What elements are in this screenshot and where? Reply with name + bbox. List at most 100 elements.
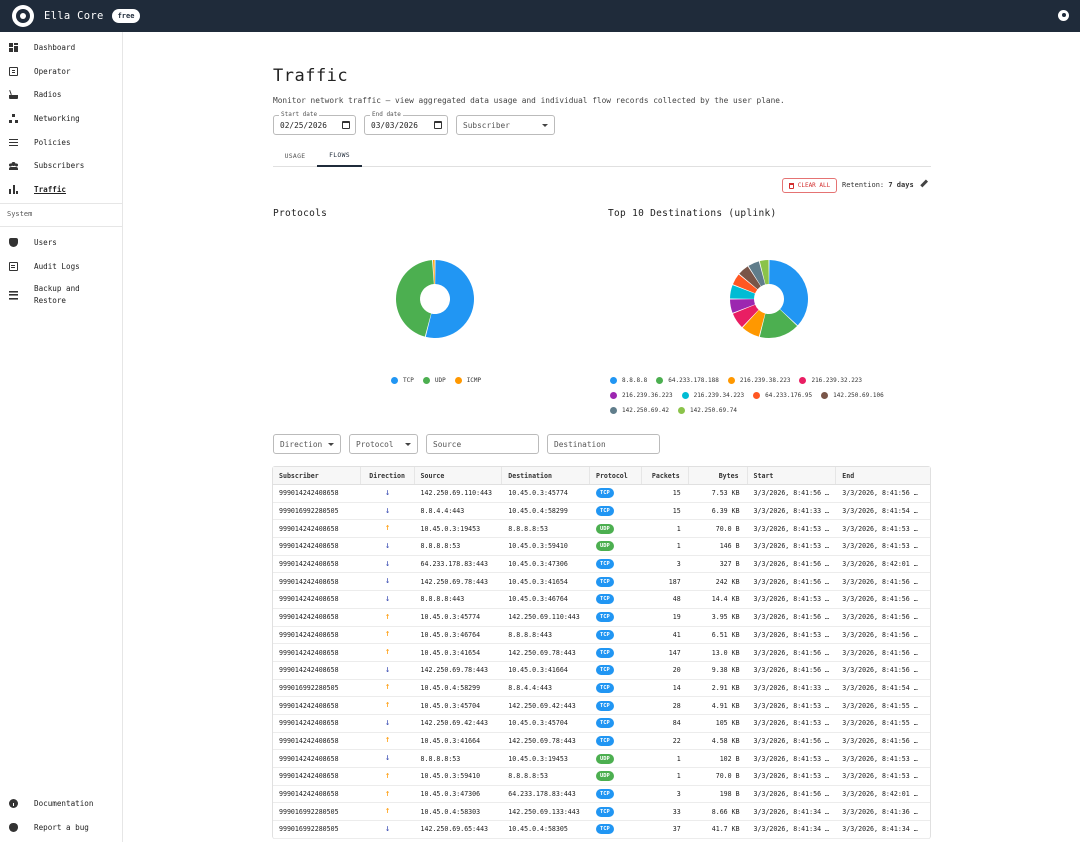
column-header-direction[interactable]: Direction — [361, 467, 415, 484]
cell-destination: 8.8.4.4:443 — [508, 683, 552, 692]
legend-item[interactable]: UDP — [422, 373, 446, 388]
legend-item[interactable]: 64.233.178.188 — [656, 373, 719, 388]
column-header-protocol[interactable]: Protocol — [590, 467, 642, 484]
sidebar-item-dashboard[interactable]: Dashboard — [0, 36, 122, 60]
sidebar-item-report-bug[interactable]: Report a bug — [0, 815, 122, 839]
sidebar-item-policies[interactable]: Policies — [0, 130, 122, 154]
donut-slice-64-233-178-188[interactable] — [759, 309, 798, 338]
legend-item[interactable]: 142.250.69.106 — [821, 388, 884, 403]
donut-slice-216-239-34-223[interactable] — [730, 285, 755, 299]
donut-slice-142-250-69-42[interactable] — [748, 261, 766, 287]
start-date-field[interactable]: Start date 02/25/2026 — [273, 111, 356, 135]
sidebar-item-backup-restore[interactable]: Backup and Restore — [0, 278, 122, 312]
legend-item[interactable]: 216.239.36.223 — [610, 388, 673, 403]
donut-slice-udp[interactable] — [396, 260, 434, 337]
table-row[interactable]: 999014242408658 ↑ 10.45.0.3:45704 142.250.6… — [273, 697, 930, 715]
legend-item[interactable]: 142.250.69.42 — [610, 403, 669, 418]
column-header-bytes[interactable]: Bytes — [689, 467, 748, 484]
column-header-start[interactable]: Start — [748, 467, 837, 484]
legend-item[interactable]: 216.239.34.223 — [681, 388, 744, 403]
input-placeholder: Destination — [554, 439, 606, 449]
legend-item[interactable]: 216.239.38.223 — [727, 373, 790, 388]
clear-all-button[interactable]: CLEAR ALL — [782, 178, 837, 193]
arrow-down-icon: ↓ — [384, 823, 391, 834]
cell-start: 3/3/2026, 8:41:53 … — [753, 595, 829, 604]
legend-item[interactable]: 8.8.8.8 — [610, 373, 647, 388]
calendar-icon[interactable] — [342, 121, 350, 129]
table-row[interactable]: 999014242408658 ↓ 142.250.69.42:443 10.45.0… — [273, 715, 930, 733]
legend-item[interactable]: 216.239.32.223 — [799, 373, 862, 388]
table-row[interactable]: 999016992280505 ↑ 10.45.0.4:58299 8.8.4.4:4… — [273, 680, 930, 698]
table-row[interactable]: 999014242408658 ↑ 10.45.0.3:19453 8.8.8.8:5… — [273, 520, 930, 539]
legend-item[interactable]: TCP — [391, 373, 414, 388]
table-row[interactable]: 999014242408658 ↓ 8.8.8.8:53 10.45.0.3:5941… — [273, 538, 930, 556]
column-header-subscriber[interactable]: Subscriber — [273, 467, 361, 484]
donut-slice-icmp[interactable] — [433, 260, 435, 285]
donut-slice-142-250-69-74[interactable] — [759, 260, 769, 285]
cell-end: 3/3/2026, 8:41:56 … — [842, 648, 918, 657]
cell-bytes: 6.51 KB — [711, 630, 740, 639]
table-row[interactable]: 999014242408658 ↓ 142.250.69.78:443 10.45.0… — [273, 662, 930, 680]
sidebar-item-users[interactable]: Users — [0, 231, 122, 255]
donut-slice-tcp[interactable] — [425, 260, 474, 338]
column-header-end[interactable]: End — [842, 471, 855, 480]
sidebar-item-label: Policies — [34, 137, 71, 147]
calendar-icon[interactable] — [434, 121, 442, 129]
source-filter-input[interactable]: Source — [426, 434, 539, 454]
app-logo[interactable] — [12, 5, 34, 27]
table-row[interactable]: 999016992280505 ↓ 142.250.69.65:443 10.45.0… — [273, 821, 930, 839]
account-icon[interactable] — [1058, 10, 1069, 21]
donut-slice-64-233-176-95[interactable] — [732, 274, 758, 294]
donut-slice-216-239-32-223[interactable] — [732, 304, 759, 328]
table-row[interactable]: 999014242408658 ↑ 10.45.0.3:41664 142.250.6… — [273, 733, 930, 751]
sidebar-item-operator[interactable]: Operator — [0, 60, 122, 84]
donut-slice-8-8-8-8[interactable] — [769, 260, 808, 326]
sidebar-item-radios[interactable]: Radios — [0, 83, 122, 107]
cell-destination: 10.45.0.4:58305 — [508, 825, 568, 834]
cell-bytes: 102 B — [719, 754, 740, 763]
table-row[interactable]: 999014242408658 ↓ 142.250.69.78:443 10.45.0… — [273, 573, 930, 592]
table-row[interactable]: 999014242408658 ↑ 10.45.0.3:46764 8.8.8.8:4… — [273, 627, 930, 645]
cell-packets: 48 — [672, 595, 681, 604]
edit-retention-icon[interactable] — [920, 179, 928, 188]
table-row[interactable]: 999014242408658 ↑ 10.45.0.3:41654 142.250.6… — [273, 644, 930, 662]
column-header-destination[interactable]: Destination — [502, 467, 590, 484]
donut-slice-216-239-38-223[interactable] — [742, 310, 766, 337]
audit-logs-icon — [9, 262, 18, 272]
table-row[interactable]: 999016992280505 ↓ 8.8.4.4:443 10.45.0.4:582… — [273, 503, 930, 521]
end-date-field[interactable]: End date 03/03/2026 — [364, 111, 448, 135]
column-header-source[interactable]: Source — [415, 467, 503, 484]
table-row[interactable]: 999014242408658 ↑ 10.45.0.3:47306 64.233.17… — [273, 786, 930, 804]
destination-filter-input[interactable]: Destination — [547, 434, 660, 454]
cell-bytes: 198 B — [719, 790, 740, 799]
sidebar-item-traffic[interactable]: Traffic — [0, 178, 122, 202]
sidebar-item-networking[interactable]: Networking — [0, 107, 122, 131]
sidebar-item-audit-logs[interactable]: Audit Logs — [0, 255, 122, 279]
cell-end: 3/3/2026, 8:41:53 … — [842, 754, 918, 763]
cell-start: 3/3/2026, 8:41:56 … — [753, 666, 829, 675]
sidebar-item-documentation[interactable]: Documentation — [0, 792, 122, 816]
donut-slice-216-239-36-223[interactable] — [730, 299, 755, 313]
legend-item[interactable]: ICMP — [454, 373, 481, 388]
table-row[interactable]: 999014242408658 ↑ 10.45.0.3:59410 8.8.8.8:5… — [273, 768, 930, 786]
cell-start: 3/3/2026, 8:41:56 … — [753, 489, 829, 498]
column-header-packets[interactable]: Packets — [642, 467, 689, 484]
direction-filter[interactable]: Direction — [273, 434, 341, 454]
table-row[interactable]: 999014242408658 ↓ 8.8.8.8:443 10.45.0.3:467… — [273, 591, 930, 609]
tab-usage[interactable]: USAGE — [284, 151, 306, 160]
sidebar-item-subscribers[interactable]: Subscribers — [0, 154, 122, 178]
tab-flows[interactable]: FLOWS — [317, 144, 362, 167]
cell-source: 10.45.0.3:41654 — [420, 648, 481, 657]
protocol-filter[interactable]: Protocol — [349, 434, 418, 454]
cell-destination: 8.8.8.8:53 — [508, 524, 548, 533]
subscriber-select[interactable]: Subscriber — [456, 115, 555, 135]
donut-slice-142-250-69-106[interactable] — [739, 266, 761, 290]
table-row[interactable]: 999014242408658 ↓ 8.8.8.8:53 10.45.0.3:1945… — [273, 750, 930, 768]
cell-end: 3/3/2026, 8:41:53 … — [842, 772, 918, 781]
table-row[interactable]: 999016992280505 ↑ 10.45.0.4:58303 142.250.6… — [273, 803, 930, 822]
legend-item[interactable]: 64.233.176.95 — [753, 388, 812, 403]
table-row[interactable]: 999014242408658 ↓ 142.250.69.110:443 10.45.… — [273, 485, 930, 503]
legend-item[interactable]: 142.250.69.74 — [677, 403, 737, 418]
table-row[interactable]: 999014242408658 ↓ 64.233.178.83:443 10.45.0… — [273, 556, 930, 574]
table-row[interactable]: 999014242408658 ↑ 10.45.0.3:45774 142.250.6… — [273, 609, 930, 627]
